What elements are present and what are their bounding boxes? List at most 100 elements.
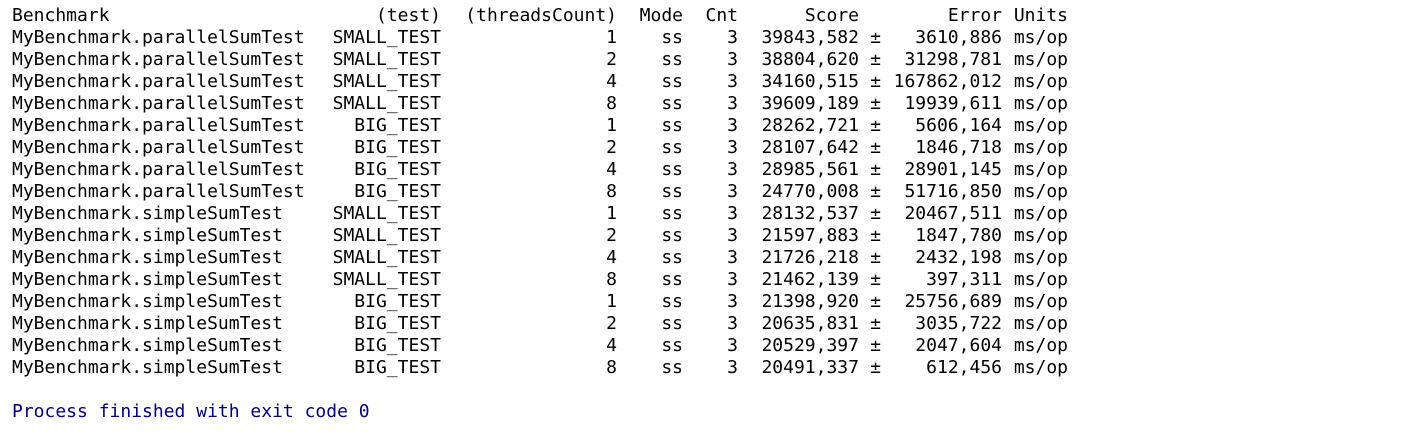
console-output: Benchmark (test) (threadsCount) Mode Cnt… bbox=[12, 5, 1068, 423]
row-plus-minus: ± bbox=[870, 335, 881, 356]
header-pm-spacer bbox=[859, 5, 881, 27]
row-cnt: 3 bbox=[727, 115, 738, 136]
row-error: 397,311 bbox=[926, 269, 1002, 290]
header-benchmark: Benchmark bbox=[12, 5, 110, 26]
row-cnt: 3 bbox=[727, 357, 738, 378]
row-test: SMALL_TEST bbox=[332, 93, 441, 114]
row-error: 31298,781 bbox=[904, 49, 1002, 70]
row-mode: ss bbox=[661, 181, 683, 202]
row-benchmark: MyBenchmark.parallelSumTest bbox=[12, 93, 305, 114]
row-test: BIG_TEST bbox=[354, 291, 441, 312]
row-score: 21597,883 bbox=[761, 225, 859, 246]
header-score: Score bbox=[804, 5, 859, 26]
table-row: MyBenchmark.simpleSumTest BIG_TEST 4 ss 3 205… bbox=[12, 335, 1068, 357]
row-benchmark: MyBenchmark.parallelSumTest bbox=[12, 159, 305, 180]
table-header-row: Benchmark (test) (threadsCount) Mode Cnt… bbox=[12, 5, 1068, 27]
row-threads-count: 2 bbox=[606, 225, 617, 246]
row-error: 25756,689 bbox=[904, 291, 1002, 312]
row-mode: ss bbox=[661, 49, 683, 70]
row-cnt: 3 bbox=[727, 335, 738, 356]
row-units: ms/op bbox=[1013, 115, 1068, 136]
row-error: 3035,722 bbox=[915, 313, 1002, 334]
row-plus-minus: ± bbox=[870, 71, 881, 92]
header-mode: Mode bbox=[639, 5, 683, 26]
row-threads-count: 8 bbox=[606, 357, 617, 378]
row-units: ms/op bbox=[1013, 203, 1068, 224]
row-units: ms/op bbox=[1013, 269, 1068, 290]
row-error: 3610,886 bbox=[915, 27, 1002, 48]
row-score: 20529,397 bbox=[761, 335, 859, 356]
row-benchmark: MyBenchmark.simpleSumTest bbox=[12, 291, 283, 312]
row-score: 28132,537 bbox=[761, 203, 859, 224]
row-plus-minus: ± bbox=[870, 115, 881, 136]
row-score: 21726,218 bbox=[761, 247, 859, 268]
table-row: MyBenchmark.parallelSumTest BIG_TEST 8 ss 3 2… bbox=[12, 181, 1068, 203]
row-score: 38804,620 bbox=[761, 49, 859, 70]
row-cnt: 3 bbox=[727, 27, 738, 48]
row-test: SMALL_TEST bbox=[332, 225, 441, 246]
row-error: 20467,511 bbox=[904, 203, 1002, 224]
header-error: Error bbox=[947, 5, 1002, 26]
row-cnt: 3 bbox=[727, 49, 738, 70]
table-row: MyBenchmark.simpleSumTest BIG_TEST 2 ss 3 206… bbox=[12, 313, 1068, 335]
row-mode: ss bbox=[661, 159, 683, 180]
header-units: Units bbox=[1013, 5, 1068, 26]
row-threads-count: 1 bbox=[606, 291, 617, 312]
row-threads-count: 2 bbox=[606, 137, 617, 158]
row-plus-minus: ± bbox=[870, 247, 881, 268]
row-plus-minus: ± bbox=[870, 203, 881, 224]
row-plus-minus: ± bbox=[870, 159, 881, 180]
row-threads-count: 8 bbox=[606, 269, 617, 290]
row-units: ms/op bbox=[1013, 49, 1068, 70]
row-cnt: 3 bbox=[727, 159, 738, 180]
row-score: 28262,721 bbox=[761, 115, 859, 136]
row-cnt: 3 bbox=[727, 225, 738, 246]
row-units: ms/op bbox=[1013, 313, 1068, 334]
row-threads-count: 4 bbox=[606, 71, 617, 92]
row-score: 28985,561 bbox=[761, 159, 859, 180]
row-plus-minus: ± bbox=[870, 181, 881, 202]
row-threads-count: 1 bbox=[606, 203, 617, 224]
row-units: ms/op bbox=[1013, 225, 1068, 246]
row-plus-minus: ± bbox=[870, 93, 881, 114]
row-error: 5606,164 bbox=[915, 115, 1002, 136]
row-mode: ss bbox=[661, 269, 683, 290]
row-score: 21398,920 bbox=[761, 291, 859, 312]
row-cnt: 3 bbox=[727, 93, 738, 114]
row-plus-minus: ± bbox=[870, 357, 881, 378]
row-score: 21462,139 bbox=[761, 269, 859, 290]
table-row: MyBenchmark.parallelSumTest BIG_TEST 4 ss 3 2… bbox=[12, 159, 1068, 181]
row-plus-minus: ± bbox=[870, 49, 881, 70]
header-cnt: Cnt bbox=[705, 5, 738, 26]
row-error: 1847,780 bbox=[915, 225, 1002, 246]
row-error: 19939,611 bbox=[904, 93, 1002, 114]
row-mode: ss bbox=[661, 71, 683, 92]
row-units: ms/op bbox=[1013, 27, 1068, 48]
row-benchmark: MyBenchmark.simpleSumTest bbox=[12, 225, 283, 246]
row-test: SMALL_TEST bbox=[332, 269, 441, 290]
table-row: MyBenchmark.simpleSumTest SMALL_TEST 1 ss 3 2… bbox=[12, 203, 1068, 225]
row-mode: ss bbox=[661, 115, 683, 136]
header-threads-count: (threadsCount) bbox=[465, 5, 617, 26]
table-row: MyBenchmark.parallelSumTest BIG_TEST 1 ss 3 2… bbox=[12, 115, 1068, 137]
row-benchmark: MyBenchmark.parallelSumTest bbox=[12, 71, 305, 92]
row-error: 167862,012 bbox=[893, 71, 1002, 92]
row-mode: ss bbox=[661, 335, 683, 356]
row-error: 28901,145 bbox=[904, 159, 1002, 180]
row-threads-count: 1 bbox=[606, 27, 617, 48]
table-row: MyBenchmark.parallelSumTest SMALL_TEST 4 ss… bbox=[12, 71, 1068, 93]
table-row: MyBenchmark.parallelSumTest SMALL_TEST 1 ss… bbox=[12, 27, 1068, 49]
row-cnt: 3 bbox=[727, 313, 738, 334]
row-test: SMALL_TEST bbox=[332, 203, 441, 224]
row-threads-count: 2 bbox=[606, 313, 617, 334]
row-benchmark: MyBenchmark.simpleSumTest bbox=[12, 357, 283, 378]
row-mode: ss bbox=[661, 313, 683, 334]
row-benchmark: MyBenchmark.parallelSumTest bbox=[12, 115, 305, 136]
row-cnt: 3 bbox=[727, 71, 738, 92]
row-mode: ss bbox=[661, 291, 683, 312]
row-benchmark: MyBenchmark.parallelSumTest bbox=[12, 27, 305, 48]
table-row: MyBenchmark.parallelSumTest BIG_TEST 2 ss 3 2… bbox=[12, 137, 1068, 159]
row-score: 20491,337 bbox=[761, 357, 859, 378]
row-benchmark: MyBenchmark.simpleSumTest bbox=[12, 247, 283, 268]
row-mode: ss bbox=[661, 247, 683, 268]
